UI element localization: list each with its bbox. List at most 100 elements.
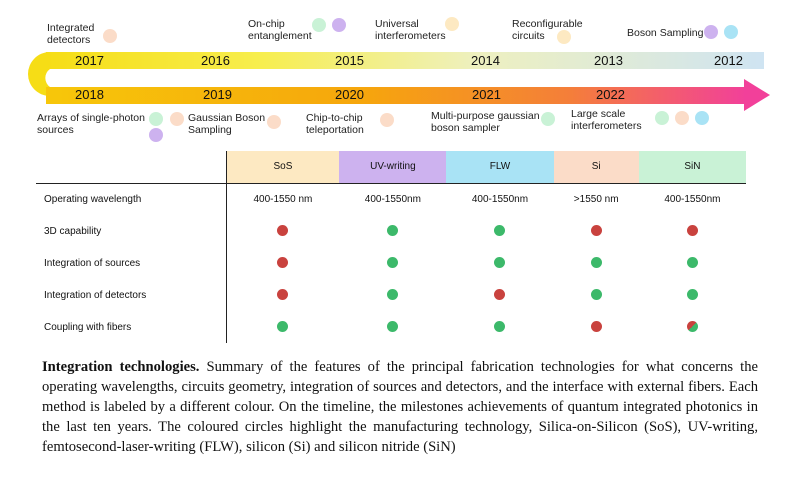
tech-dot-si <box>380 113 394 127</box>
cell-value: >1550 nm <box>573 193 619 205</box>
tech-dot-uv_writing <box>332 18 346 32</box>
feature-label: Operating wavelength <box>36 183 227 215</box>
table-header-uv_writing: UV-writing <box>339 151 447 184</box>
cell-mark <box>446 311 553 343</box>
table-row: Integration of sources <box>36 247 746 279</box>
tech-dot-sos <box>445 17 459 31</box>
feature-label: Coupling with fibers <box>36 311 227 343</box>
status-dot-green <box>590 257 602 269</box>
status-dot-green <box>277 321 289 333</box>
year-label-bottom: 2022 <box>596 87 625 102</box>
cell-mark <box>446 215 553 247</box>
year-label-top: 2017 <box>75 53 104 68</box>
status-dot-green <box>590 289 602 301</box>
year-label-top: 2012 <box>714 53 743 68</box>
tech-dot-sin <box>149 112 163 126</box>
cell-mark <box>554 279 639 311</box>
cell-mark <box>554 215 639 247</box>
status-dot-green <box>494 257 506 269</box>
status-dot-red <box>686 225 698 237</box>
year-label-bottom: 2021 <box>472 87 501 102</box>
cell-mark <box>339 247 446 279</box>
tech-dot-flw <box>724 25 738 39</box>
table-header-sin: SiN <box>638 151 746 184</box>
cell-mark <box>639 215 746 247</box>
table-header-flw: FLW <box>446 151 554 184</box>
caption-title: Integration technologies. <box>42 359 200 375</box>
year-label-top: 2015 <box>335 53 364 68</box>
milestone-chip-to-chip-teleportation: Chip-to-chip teleportation <box>306 112 364 136</box>
status-dot-mixed <box>686 321 698 333</box>
cell-mark <box>226 311 339 343</box>
cell-mark <box>339 311 446 343</box>
feature-label: Integration of sources <box>36 247 227 279</box>
feature-label: 3D capability <box>36 215 227 247</box>
status-dot-red <box>494 289 506 301</box>
tech-dot-uv_writing <box>149 128 163 142</box>
tech-dot-uv_writing <box>704 25 718 39</box>
cell-mark <box>339 279 446 311</box>
tech-dot-flw <box>695 111 709 125</box>
status-dot-red <box>590 225 602 237</box>
milestone-large-scale-interferometers: Large scale interferometers <box>571 108 642 132</box>
cell-mark <box>226 247 339 279</box>
cell-mark <box>226 215 339 247</box>
status-dot-red <box>277 257 289 269</box>
table-header-sos: SoS <box>226 151 340 184</box>
tech-dot-sos <box>557 30 571 44</box>
status-dot-green <box>686 257 698 269</box>
status-dot-red <box>277 289 289 301</box>
milestone-arrays-single-photon-sources: Arrays of single-photon sources <box>37 112 145 136</box>
cell-mark <box>226 279 339 311</box>
tech-dot-si <box>170 112 184 126</box>
milestone-on-chip-entanglement: On-chip entanglement <box>248 18 312 42</box>
table-header-si: Si <box>553 151 639 184</box>
tech-dot-si <box>267 115 281 129</box>
year-label-top: 2014 <box>471 53 500 68</box>
cell-mark <box>639 279 746 311</box>
year-label-bottom: 2019 <box>203 87 232 102</box>
tech-dot-sin <box>655 111 669 125</box>
technology-table: SoS UV-writing FLW Si SiN Operating wavelengt… <box>36 151 746 343</box>
year-label-top: 2013 <box>594 53 623 68</box>
cell-value: 400-1550 nm <box>253 193 313 205</box>
feature-label: Integration of detectors <box>36 279 227 311</box>
status-dot-green <box>387 257 399 269</box>
table-corner <box>36 151 227 184</box>
tech-dot-sin <box>541 112 555 126</box>
status-dot-green <box>387 225 399 237</box>
timeline-arrow <box>28 52 770 111</box>
status-dot-green <box>387 321 399 333</box>
tech-dot-sin <box>312 18 326 32</box>
milestone-multi-purpose-gaussian-boson-sampler: Multi-purpose gaussian boson sampler <box>431 110 540 134</box>
status-dot-green <box>387 289 399 301</box>
cell-mark <box>339 215 446 247</box>
table-row: 3D capability <box>36 215 746 247</box>
status-dot-green <box>686 289 698 301</box>
cell-value: 400-1550nm <box>664 193 721 205</box>
cell-value: 400-1550nm <box>471 193 529 205</box>
figure-caption: Integration technologies. Summary of the… <box>42 357 758 457</box>
year-label-top: 2016 <box>201 53 230 68</box>
year-label-bottom: 2018 <box>75 87 104 102</box>
caption-body: Summary of the features of the principal… <box>42 359 758 455</box>
cell-mark <box>446 279 553 311</box>
cell-mark <box>554 247 639 279</box>
cell-value: 400-1550nm <box>364 193 421 205</box>
table-header-row: SoS UV-writing FLW Si SiN <box>36 151 746 184</box>
milestone-integrated-detectors: Integrated detectors <box>47 22 95 46</box>
table-row: Coupling with fibers <box>36 311 746 343</box>
cell-mark <box>446 247 553 279</box>
status-dot-green <box>494 225 506 237</box>
milestone-reconfigurable-circuits: Reconfigurable circuits <box>512 18 583 42</box>
tech-dot-si <box>675 111 689 125</box>
status-dot-red <box>590 321 602 333</box>
status-dot-red <box>277 225 289 237</box>
milestone-gaussian-boson-sampling: Gaussian Boson Sampling <box>188 112 266 136</box>
milestone-boson-sampling: Boson Sampling <box>627 27 704 39</box>
status-dot-green <box>494 321 506 333</box>
cell-mark <box>639 311 746 343</box>
cell-mark <box>554 311 639 343</box>
tech-dot-si <box>103 29 117 43</box>
